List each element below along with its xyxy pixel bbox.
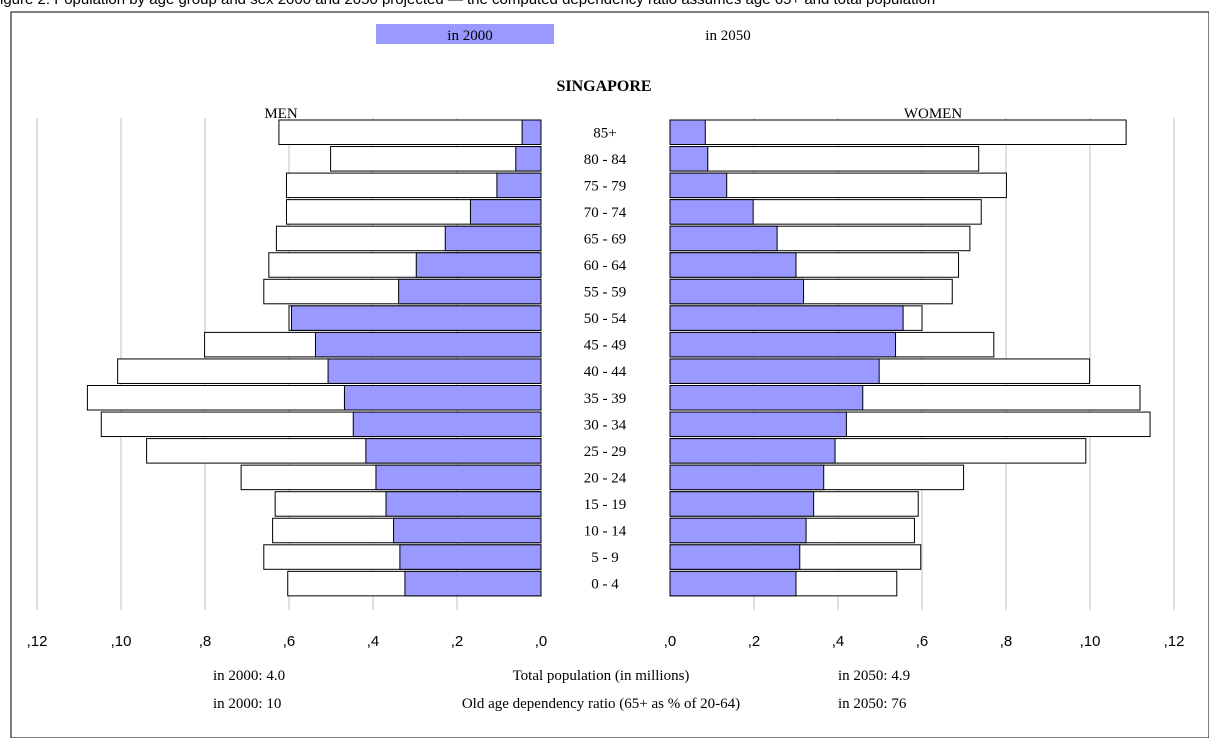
total-2000: in 2000: 4.0 (213, 668, 285, 684)
bar-women-2000 (669, 411, 847, 438)
bar-women-2000 (669, 570, 797, 597)
bar-men-2000 (393, 517, 542, 544)
x-tick-label-left: ,10 (111, 633, 132, 650)
bar-men-2000 (375, 464, 542, 491)
bar-women-2000 (669, 491, 815, 517)
bar-women-2000 (669, 358, 880, 384)
x-tick-label-left: ,0 (535, 633, 548, 650)
x-tick-label-left: ,2 (451, 633, 464, 650)
age-group-label: 75 - 79 (584, 178, 627, 194)
bar-men-2050 (330, 146, 542, 172)
women-label: WOMEN (904, 106, 962, 122)
tick-labels-group: ,12 ,10 ,8 ,6 ,4 ,2 ,0 ,0 ,2 ,4 ,6 ,8 ,10 ,12 (27, 633, 1185, 650)
age-group-label: 0 - 4 (591, 577, 619, 593)
chart-title: SINGAPORE (556, 78, 651, 95)
x-tick-label-left: ,12 (27, 633, 48, 650)
dep-2050: in 2050: 76 (838, 696, 907, 712)
bar-women-2000 (669, 331, 897, 358)
bar-men-2000 (469, 199, 542, 225)
age-group-label: 80 - 84 (584, 152, 627, 168)
bar-women-2000 (669, 252, 797, 278)
age-group-label: 5 - 9 (591, 550, 619, 566)
age-group-label: 65 - 69 (584, 231, 627, 247)
bar-women-2000 (669, 146, 709, 172)
bar-men-2000 (444, 225, 542, 252)
age-group-label: 45 - 49 (584, 338, 627, 354)
bar-men-2000 (496, 172, 542, 199)
age-group-label: 70 - 74 (584, 205, 627, 221)
bar-men-2000 (415, 252, 542, 278)
bar-women-2050 (669, 119, 1127, 145)
age-group-label: 40 - 44 (584, 364, 627, 380)
bar-men-2000 (365, 438, 542, 464)
age-group-label: 30 - 34 (584, 417, 627, 433)
caption-fragment: igure 2: Population by age group and sex… (0, 0, 1209, 10)
bar-women-2000 (669, 119, 706, 145)
x-tick-label-left: ,8 (199, 633, 212, 650)
bar-women-2000 (669, 172, 728, 199)
bar-men-2050 (278, 119, 542, 145)
bar-men-2000 (399, 544, 542, 570)
x-tick-label-right: ,8 (1000, 633, 1013, 650)
bar-men-2000 (398, 278, 542, 305)
legend-swatch-2000 (376, 24, 554, 44)
age-group-label: 60 - 64 (584, 258, 627, 274)
x-tick-label-right: ,12 (1164, 633, 1185, 650)
bar-women-2000 (669, 225, 778, 252)
bar-women-2000 (669, 464, 825, 491)
bar-women-2000 (669, 278, 805, 305)
age-group-label: 15 - 19 (584, 497, 627, 513)
bar-women-2000 (669, 385, 864, 411)
legend-label-2000: in 2000 (447, 28, 492, 44)
bar-men-2000 (343, 385, 542, 411)
bar-men-2000 (385, 491, 542, 517)
bar-women-2000 (669, 438, 836, 464)
age-group-label: 35 - 39 (584, 391, 627, 407)
age-group-label: 85+ (593, 125, 616, 141)
age-group-label: 20 - 24 (584, 470, 627, 486)
bar-women-2000 (669, 305, 904, 331)
bar-men-2000 (515, 146, 542, 172)
bars-group (86, 119, 1151, 597)
age-group-label: 10 - 14 (584, 524, 627, 540)
bar-men-2000 (291, 305, 542, 331)
bar-men-2000 (404, 570, 542, 597)
bar-men-2000 (327, 358, 542, 384)
bar-women-2000 (669, 544, 801, 570)
x-tick-label-left: ,4 (367, 633, 380, 650)
x-tick-label-left: ,6 (283, 633, 296, 650)
x-tick-label-right: ,4 (832, 633, 845, 650)
bar-men-2000 (521, 119, 542, 145)
dep-2000: in 2000: 10 (213, 696, 281, 712)
x-tick-label-right: ,2 (748, 633, 761, 650)
x-tick-label-right: ,0 (664, 633, 677, 650)
bar-men-2000 (314, 331, 542, 358)
age-labels-group: 85+ 80 - 84 75 - 79 70 - 74 65 - 69 60 - 64 55… (584, 125, 627, 592)
age-group-label: 50 - 54 (584, 311, 627, 327)
x-tick-label-right: ,10 (1080, 633, 1101, 650)
bar-women-2000 (669, 517, 807, 544)
age-group-label: 25 - 29 (584, 444, 627, 460)
legend-label-2050: in 2050 (705, 28, 750, 44)
bar-women-2000 (669, 199, 754, 225)
bar-women-2050 (669, 146, 980, 172)
x-tick-label-right: ,6 (916, 633, 929, 650)
total-2050: in 2050: 4.9 (838, 668, 910, 684)
age-group-label: 55 - 59 (584, 285, 627, 301)
bar-men-2000 (352, 411, 542, 438)
total-label: Total population (in millions) (513, 668, 690, 684)
dep-label: Old age dependency ratio (65+ as % of 20… (462, 696, 740, 712)
